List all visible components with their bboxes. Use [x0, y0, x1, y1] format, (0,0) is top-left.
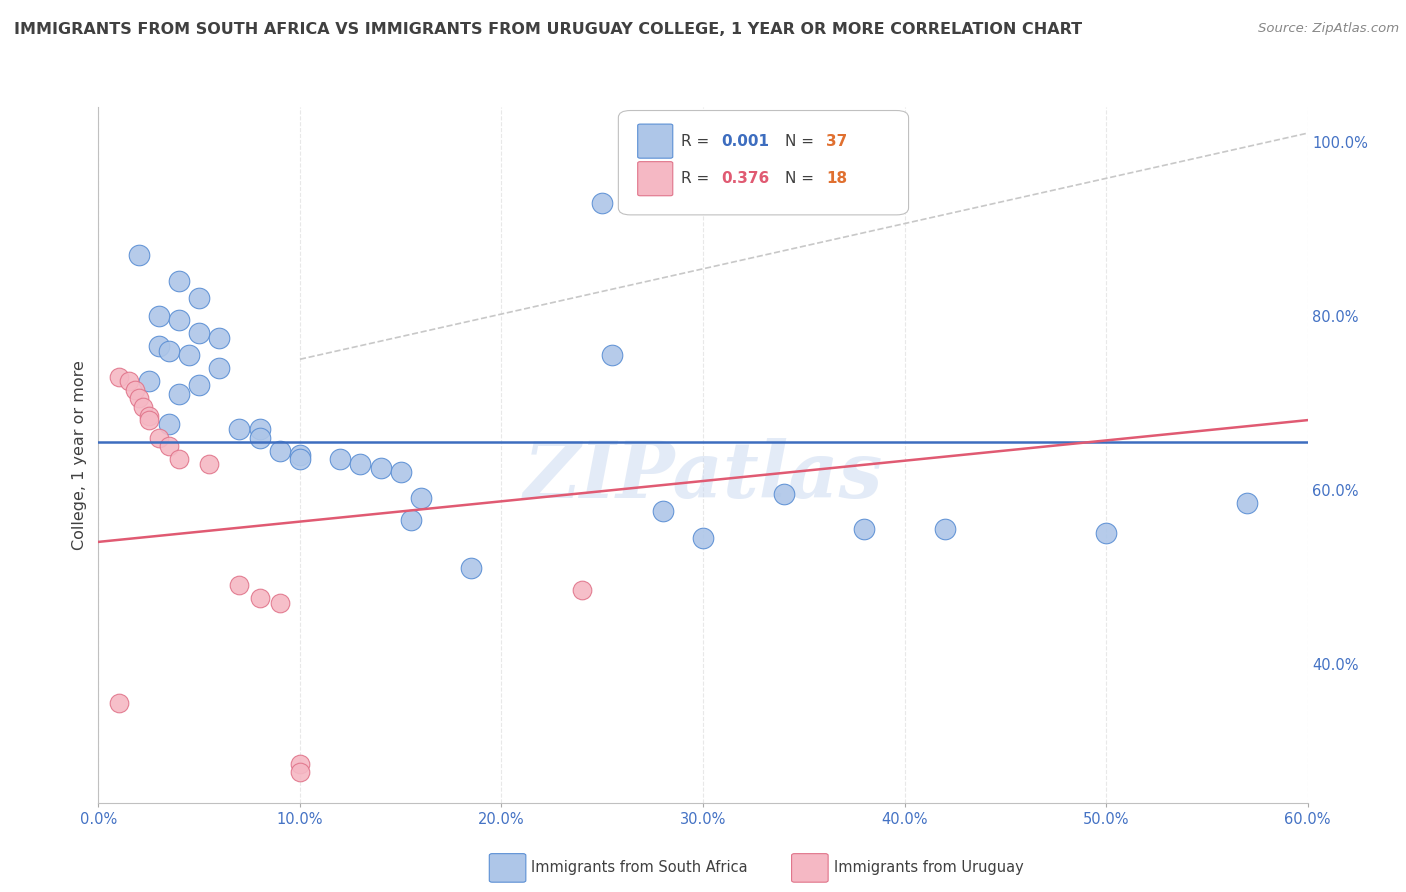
- Text: 0.376: 0.376: [721, 171, 769, 186]
- Point: [138, 374, 160, 388]
- Point: [107, 696, 129, 710]
- Text: Immigrants from Uruguay: Immigrants from Uruguay: [834, 861, 1024, 875]
- Point: [349, 457, 371, 471]
- Point: [228, 578, 250, 592]
- Point: [124, 383, 146, 397]
- Text: R =: R =: [682, 134, 714, 149]
- Point: [157, 343, 180, 358]
- Point: [167, 274, 190, 288]
- Point: [399, 513, 422, 527]
- Point: [370, 461, 392, 475]
- Point: [249, 430, 271, 444]
- Point: [1236, 496, 1258, 510]
- Point: [772, 487, 794, 501]
- Point: [167, 387, 190, 401]
- Point: [179, 348, 201, 362]
- Point: [288, 452, 311, 467]
- Point: [329, 452, 352, 467]
- Point: [208, 361, 231, 376]
- Point: [571, 582, 593, 597]
- Point: [288, 756, 311, 771]
- Text: 0.001: 0.001: [721, 134, 769, 149]
- Point: [934, 522, 956, 536]
- Point: [118, 374, 141, 388]
- Point: [651, 504, 673, 518]
- Point: [107, 369, 129, 384]
- FancyBboxPatch shape: [638, 161, 673, 195]
- Point: [167, 313, 190, 327]
- Point: [148, 339, 170, 353]
- Text: N =: N =: [785, 171, 820, 186]
- Point: [228, 422, 250, 436]
- Point: [128, 392, 150, 406]
- Text: Source: ZipAtlas.com: Source: ZipAtlas.com: [1258, 22, 1399, 36]
- Point: [460, 561, 482, 575]
- Point: [288, 765, 311, 780]
- Point: [148, 430, 170, 444]
- Point: [188, 326, 211, 340]
- Text: R =: R =: [682, 171, 714, 186]
- Text: N =: N =: [785, 134, 820, 149]
- Point: [249, 591, 271, 606]
- Point: [249, 422, 271, 436]
- FancyBboxPatch shape: [638, 124, 673, 158]
- FancyBboxPatch shape: [619, 111, 908, 215]
- Point: [167, 452, 190, 467]
- Point: [128, 248, 150, 262]
- Point: [409, 491, 432, 506]
- Point: [198, 457, 221, 471]
- Point: [1095, 526, 1118, 541]
- Point: [138, 409, 160, 423]
- Point: [132, 400, 155, 414]
- Point: [288, 448, 311, 462]
- Point: [188, 291, 211, 305]
- Point: [853, 522, 876, 536]
- Point: [157, 439, 180, 453]
- Text: ZIPatlas: ZIPatlas: [523, 438, 883, 514]
- Point: [148, 309, 170, 323]
- Text: 18: 18: [827, 171, 848, 186]
- Text: Immigrants from South Africa: Immigrants from South Africa: [531, 861, 748, 875]
- Point: [591, 195, 613, 210]
- Text: 37: 37: [827, 134, 848, 149]
- Point: [692, 531, 714, 545]
- Point: [602, 348, 624, 362]
- Point: [208, 330, 231, 344]
- Point: [269, 443, 291, 458]
- Point: [389, 465, 412, 479]
- Point: [188, 378, 211, 392]
- Point: [269, 596, 291, 610]
- Point: [138, 413, 160, 427]
- Text: IMMIGRANTS FROM SOUTH AFRICA VS IMMIGRANTS FROM URUGUAY COLLEGE, 1 YEAR OR MORE : IMMIGRANTS FROM SOUTH AFRICA VS IMMIGRAN…: [14, 22, 1083, 37]
- Y-axis label: College, 1 year or more: College, 1 year or more: [72, 360, 87, 549]
- Point: [157, 417, 180, 432]
